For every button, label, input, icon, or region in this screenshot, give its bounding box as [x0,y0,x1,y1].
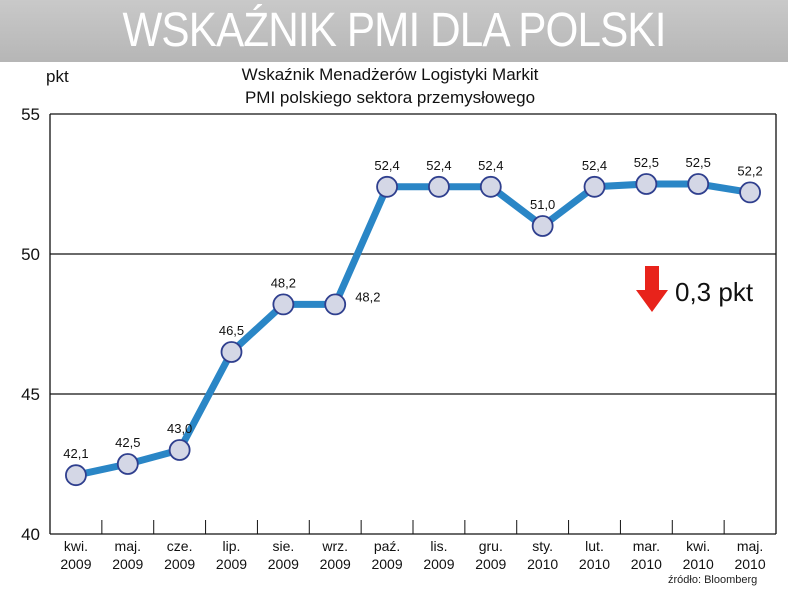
title-banner: WSKAŹNIK PMI DLA POLSKI [0,0,788,62]
banner-title: WSKAŹNIK PMI DLA POLSKI [122,4,666,57]
data-label: 42,1 [63,446,88,461]
data-label: 52,4 [426,158,451,173]
data-point [220,341,243,363]
y-tick-label-40: 40 [21,525,40,544]
change-value: 0,3 pkt [675,277,754,307]
data-point [116,453,139,475]
data-label: 52,5 [686,155,711,170]
x-tick-label-month: kwi. [64,538,88,554]
data-point [635,173,658,195]
data-label: 52,5 [634,155,659,170]
x-tick-label-year: 2009 [164,556,195,572]
x-tick-label-month: maj. [737,538,763,554]
data-label: 46,5 [219,323,244,338]
x-tick-label-year: 2009 [268,556,299,572]
data-point [324,293,347,316]
x-tick-label-year: 2009 [216,556,247,572]
data-point [583,175,606,198]
x-tick-label-year: 2009 [112,556,143,572]
x-tick-label-year: 2009 [320,556,351,572]
data-point [65,464,87,487]
data-label: 52,4 [582,158,607,173]
chart-subtitle: PMI polskiego sektora przemysłowego [244,88,536,107]
down-arrow-icon [636,266,668,319]
data-point [479,175,502,198]
data-point [376,175,398,198]
x-tick-label-year: 2010 [527,556,558,572]
x-tick-label-year: 2009 [475,556,506,572]
x-tick-label-month: gru. [479,538,503,554]
x-tick-label-month: sie. [272,538,294,554]
x-tick-label-month: lis. [430,538,447,554]
y-tick-label-50: 50 [21,245,40,264]
y-tick-label-55: 55 [21,105,40,124]
data-label: 52,2 [737,163,762,178]
data-label: 48,2 [355,289,380,304]
data-label: 52,4 [478,158,503,173]
x-tick-label-month: paź. [374,538,400,554]
data-label: 48,2 [271,275,296,290]
y-tick-label-45: 45 [21,385,40,404]
data-label: 43,0 [167,421,192,436]
x-tick-label-year: 2009 [60,556,91,572]
data-label: 51,0 [530,197,555,212]
x-tick-label-month: lip. [223,538,241,554]
chart-title: Wskaźnik Menadżerów Logistyki Markit [241,65,539,84]
data-label: 52,4 [374,158,399,173]
x-tick-label-month: maj. [115,538,141,554]
data-point [272,293,295,316]
x-tick-label-year: 2010 [579,556,610,572]
data-point [168,439,191,461]
x-tick-label-month: sty. [532,538,553,554]
x-tick-label-year: 2010 [734,556,765,572]
x-tick-label-month: mar. [633,538,660,554]
x-tick-label-year: 2009 [371,556,402,572]
data-point [531,215,554,237]
x-tick-label-year: 2010 [683,556,714,572]
data-point [428,175,450,198]
x-tick-label-year: 2009 [423,556,454,572]
data-label: 42,5 [115,435,140,450]
y-axis-unit-label: pkt [46,67,69,86]
data-point [687,173,710,195]
x-tick-label-year: 2010 [631,556,662,572]
x-tick-label-month: wrz. [321,538,348,554]
data-point [739,181,761,204]
source-note: źródło: Bloomberg [668,574,758,586]
x-tick-label-month: kwi. [686,538,710,554]
x-tick-label-month: lut. [585,538,604,554]
x-tick-label-month: cze. [167,538,193,554]
